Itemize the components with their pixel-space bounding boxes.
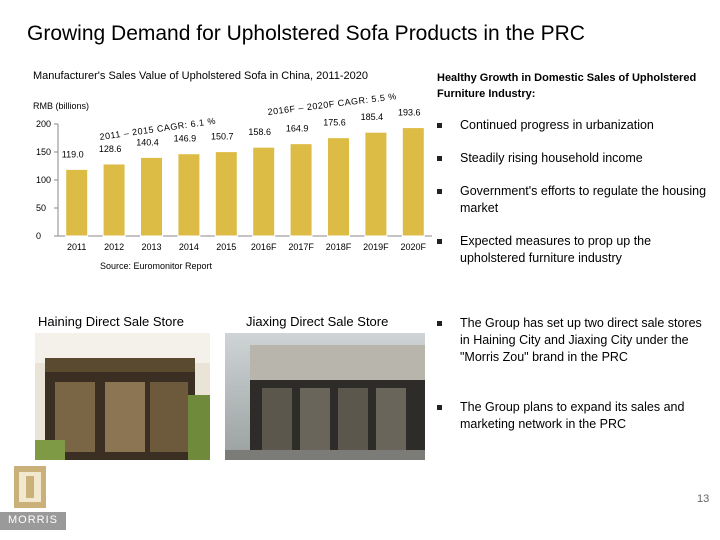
bar <box>214 151 238 237</box>
logo-mark <box>0 466 66 530</box>
y-axis-label: RMB (billions) <box>33 101 89 111</box>
x-tick-label: 2012 <box>104 242 124 252</box>
bullet-text: Continued progress in urbanization <box>460 118 654 132</box>
bullet-text: Steadily rising household income <box>460 151 643 165</box>
bar <box>177 153 201 237</box>
bar <box>289 143 313 237</box>
bullet: Government's efforts to regulate the hou… <box>437 183 707 217</box>
y-tick-label: 200 <box>36 119 51 129</box>
y-tick-label: 150 <box>36 147 51 157</box>
bullet-marker <box>437 321 442 326</box>
bullet-text: The Group has set up two direct sale sto… <box>460 316 702 364</box>
x-tick-label: 2020F <box>401 242 427 252</box>
y-tick-label: 100 <box>36 175 51 185</box>
value-label: 128.6 <box>99 144 122 154</box>
x-tick-label: 2019F <box>363 242 389 252</box>
x-tick-label: 2014 <box>179 242 199 252</box>
bar <box>364 131 388 237</box>
bar <box>65 168 89 237</box>
side-heading: Healthy Growth in Domestic Sales of Upho… <box>437 72 697 100</box>
value-label: 185.4 <box>361 112 384 122</box>
value-label: 150.7 <box>211 132 234 142</box>
value-label: 140.4 <box>136 137 159 147</box>
jiaxing-photo <box>225 333 425 460</box>
bullet-marker <box>437 189 442 194</box>
bullet-marker <box>437 239 442 244</box>
x-tick-label: 2016F <box>251 242 277 252</box>
bar <box>252 146 276 237</box>
value-label: 158.6 <box>248 127 271 137</box>
x-tick-label: 2013 <box>141 242 161 252</box>
value-label: 146.9 <box>174 134 197 144</box>
photo-label: Haining Direct Sale Store <box>38 314 184 329</box>
bullet: Expected measures to prop up the upholst… <box>437 233 707 267</box>
chart-title: Manufacturer's Sales Value of Upholstere… <box>33 70 368 82</box>
value-label: 164.9 <box>286 124 309 134</box>
photo-label: Jiaxing Direct Sale Store <box>246 314 389 329</box>
y-tick-label: 50 <box>36 203 46 213</box>
bullet: The Group plans to expand its sales and … <box>437 399 707 433</box>
bar <box>140 156 163 237</box>
bullet: The Group has set up two direct sale sto… <box>437 315 707 366</box>
bullet-marker <box>437 156 442 161</box>
bullet: Continued progress in urbanization <box>437 117 707 134</box>
page-number: 13 <box>697 493 710 505</box>
x-tick-label: 2011 <box>67 242 86 252</box>
slide-title: Growing Demand for Upholstered Sofa Prod… <box>27 22 585 45</box>
bar <box>327 137 350 237</box>
bullet-text: Expected measures to prop up the upholst… <box>460 234 652 265</box>
bullet-marker <box>437 405 442 410</box>
source: Source: Euromonitor Report <box>100 261 213 271</box>
haining-photo <box>35 333 210 460</box>
bullet-text: Government's efforts to regulate the hou… <box>460 184 707 215</box>
logo-text: MORRIS <box>8 514 58 526</box>
bullet-marker <box>437 123 442 128</box>
y-tick-label: 0 <box>36 231 41 241</box>
bullet-text: The Group plans to expand its sales and … <box>460 400 685 431</box>
value-label: 193.6 <box>398 108 421 118</box>
x-tick-label: 2015 <box>216 242 236 252</box>
bar <box>102 163 126 237</box>
bar <box>401 127 425 237</box>
bullet: Steadily rising household income <box>437 150 707 167</box>
x-tick-label: 2018F <box>326 242 352 252</box>
x-tick-label: 2017F <box>288 242 314 252</box>
value-label: 175.6 <box>323 118 346 128</box>
value-label: 119.0 <box>62 149 84 159</box>
